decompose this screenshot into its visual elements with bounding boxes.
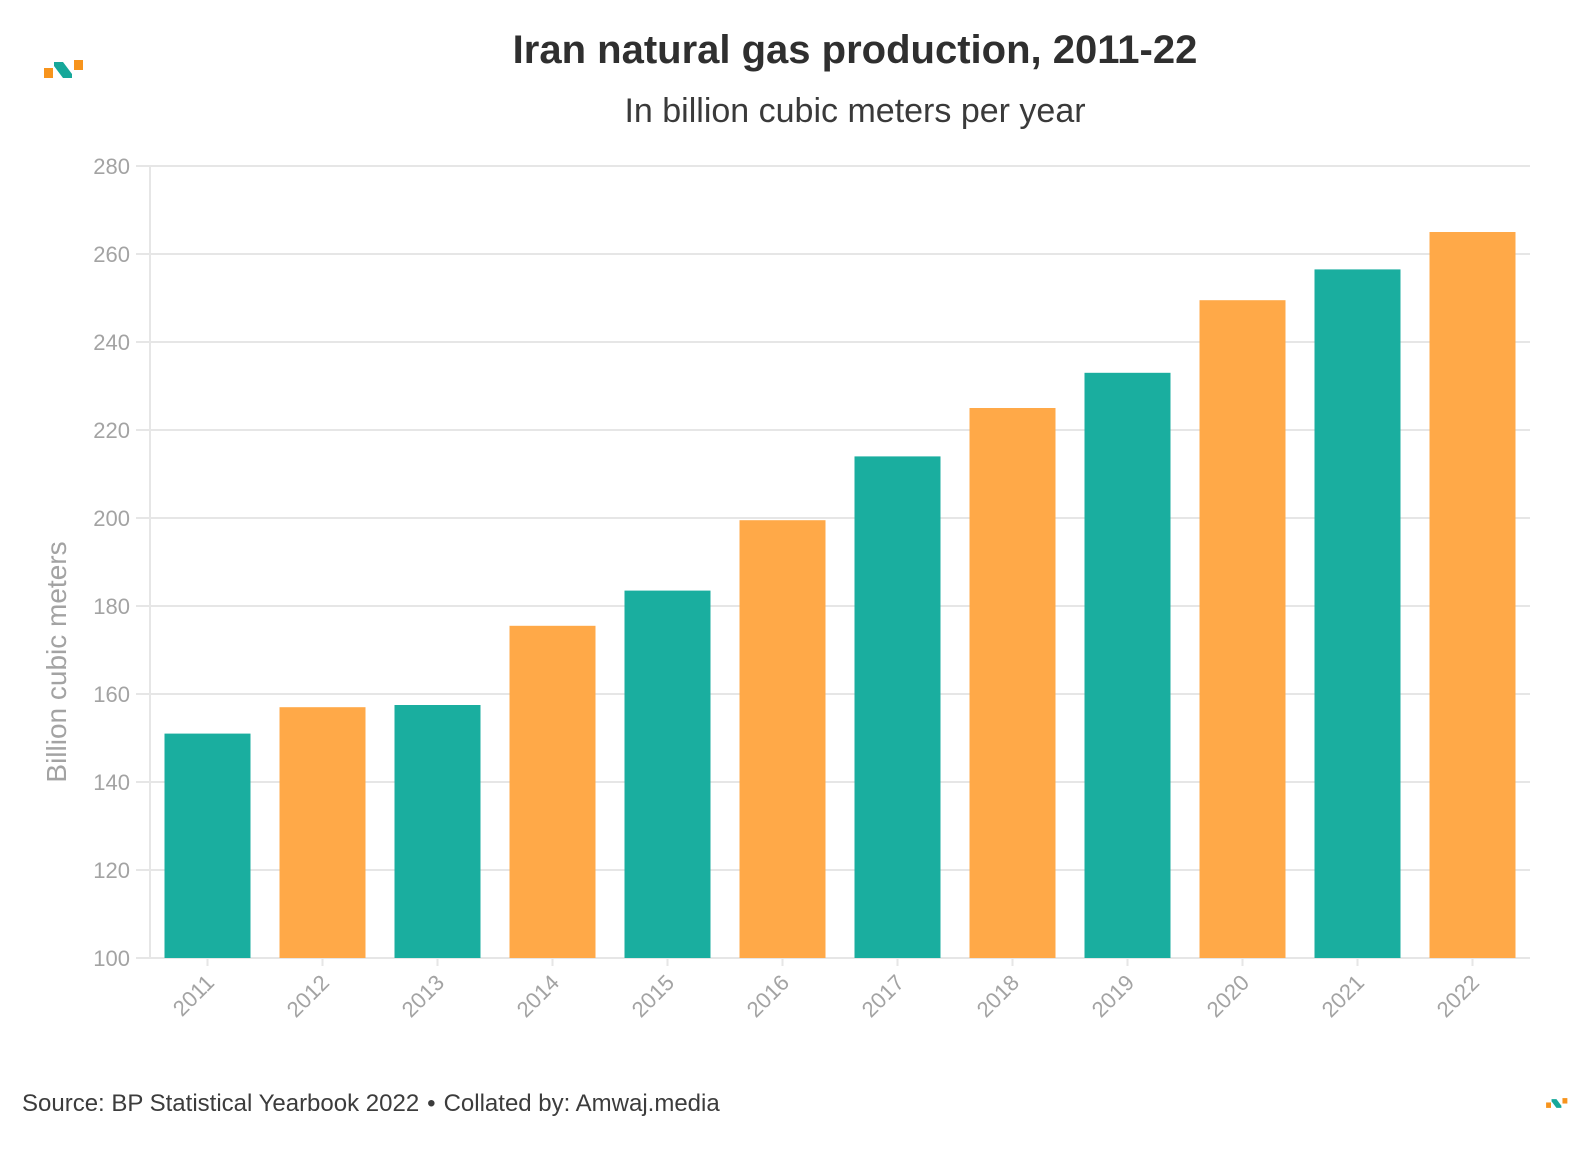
- x-tick-label: 2022: [1432, 970, 1484, 1022]
- chart-title: Iran natural gas production, 2011-22: [512, 28, 1198, 72]
- bar-2012: [279, 707, 366, 958]
- y-tick-label: 180: [93, 594, 130, 619]
- x-tick-label: 2015: [627, 970, 679, 1022]
- y-axis-title: Billion cubic meters: [41, 541, 72, 782]
- x-tick-label: 2019: [1087, 970, 1139, 1022]
- bar-2021: [1314, 269, 1401, 958]
- chart-subtitle: In billion cubic meters per year: [624, 92, 1086, 130]
- bar-2014: [509, 625, 596, 958]
- x-tick-label: 2020: [1202, 970, 1254, 1022]
- x-tick-label: 2011: [168, 970, 219, 1021]
- x-tick-label: 2016: [742, 970, 794, 1022]
- bar-2013: [394, 705, 481, 958]
- bar-2022: [1429, 232, 1516, 958]
- y-tick-label: 260: [93, 242, 130, 267]
- x-tick-label: 2014: [512, 970, 564, 1022]
- y-tick-label: 220: [93, 418, 130, 443]
- y-tick-label: 100: [93, 946, 130, 971]
- bar-2011: [164, 733, 251, 958]
- x-tick-label: 2012: [282, 970, 334, 1022]
- y-tick-label: 160: [93, 682, 130, 707]
- y-tick-label: 280: [93, 154, 130, 179]
- x-tick-label: 2018: [972, 970, 1024, 1022]
- source-separator: •: [427, 1090, 436, 1117]
- bar-2017: [854, 456, 941, 958]
- amwaj-logo-icon: [44, 60, 83, 78]
- y-tick-label: 240: [93, 330, 130, 355]
- y-tick-label: 120: [93, 858, 130, 883]
- bar-2018: [969, 408, 1056, 958]
- bar-2019: [1084, 372, 1171, 958]
- x-tick-label: 2017: [857, 970, 909, 1022]
- bar-2016: [739, 520, 826, 958]
- y-tick-label: 200: [93, 506, 130, 531]
- collated-by-text: Collated by: Amwaj.media: [443, 1090, 720, 1117]
- amwaj-logo-small-icon: [1546, 1098, 1568, 1108]
- bar-2015: [624, 590, 711, 958]
- bar-2020: [1199, 300, 1286, 958]
- x-tick-label: 2021: [1317, 970, 1369, 1022]
- source-text: Source: BP Statistical Yearbook 2022: [22, 1090, 420, 1117]
- y-tick-label: 140: [93, 770, 130, 795]
- x-tick-label: 2013: [397, 970, 449, 1022]
- source-line: Source: BP Statistical Yearbook 2022 • Col…: [22, 1090, 720, 1118]
